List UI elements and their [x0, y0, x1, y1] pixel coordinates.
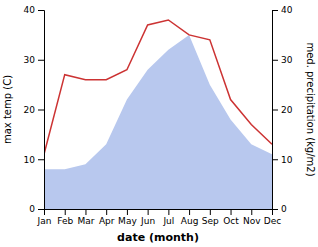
tick: Sep: [202, 209, 219, 226]
line: [44, 20, 272, 154]
tick-label: Aug: [181, 216, 199, 226]
x-axis-title: date (month): [117, 231, 199, 244]
tick-label: Feb: [57, 216, 73, 226]
tick: Apr: [99, 209, 115, 226]
tick: Oct: [223, 209, 239, 226]
tick: 40: [24, 5, 44, 15]
tick-label: Dec: [264, 216, 281, 226]
tick-label: Oct: [223, 216, 239, 226]
tick-label: 30: [281, 55, 293, 65]
tick: 20: [272, 105, 293, 115]
tick-mark: [65, 209, 66, 215]
y2-axis-title: med. precipitation (kg/m2): [305, 42, 316, 176]
x-axis: Jan Feb Mar AprMayJun Jul AugSep Oct NovDec: [37, 209, 282, 226]
tick-mark: [38, 60, 44, 61]
tick: Aug: [181, 209, 199, 226]
chart-container: JanFebMarAprMayJunJulAugSepOctNovDec0102…: [0, 0, 318, 247]
tick-label: Sep: [202, 216, 219, 226]
area: [44, 35, 272, 209]
tick-label: 0: [281, 204, 287, 214]
axis-line: [45, 210, 273, 216]
tick-mark: [38, 209, 44, 210]
tick-label: Jan: [37, 216, 52, 226]
y2-axis: 0 10 20 30 40: [272, 5, 293, 214]
tick-mark: [272, 60, 278, 61]
tick-label: 10: [281, 155, 293, 165]
tick-mark: [127, 209, 128, 215]
axis-line: [38, 11, 45, 210]
marks: [44, 20, 272, 209]
tick-mark: [38, 159, 44, 160]
tick-label: 30: [24, 55, 36, 65]
tick-mark: [85, 209, 86, 215]
tick: Jan: [37, 209, 52, 226]
tick: 40: [272, 5, 293, 15]
tick-label: Jul: [162, 216, 174, 226]
axis-line: [273, 11, 279, 210]
tick-label: Apr: [99, 216, 115, 226]
y-axis: 0 10 20 30 40: [24, 5, 45, 214]
tick-mark: [38, 110, 44, 111]
tick-label: 20: [24, 105, 36, 115]
tick-mark: [210, 209, 211, 215]
tick: Feb: [57, 209, 73, 226]
tick-mark: [189, 209, 190, 215]
tick: Jul: [162, 209, 174, 226]
tick-mark: [272, 110, 278, 111]
tick: May: [118, 209, 137, 226]
tick: Mar: [77, 209, 94, 226]
tick: Jun: [140, 209, 155, 226]
plot: JanFebMarAprMayJunJulAugSepOctNovDec0102…: [2, 5, 316, 244]
tick: 30: [272, 55, 293, 65]
tick-mark: [231, 209, 232, 215]
tick: 0: [272, 204, 287, 214]
tick: Dec: [264, 209, 281, 226]
tick: Nov: [243, 209, 261, 226]
tick: 10: [272, 155, 293, 165]
tick-mark: [251, 209, 252, 215]
tick-label: 40: [281, 5, 293, 15]
tick: 30: [24, 55, 44, 65]
tick: 10: [24, 155, 44, 165]
tick-mark: [168, 209, 169, 215]
tick-label: 10: [24, 155, 36, 165]
tick: 0: [29, 204, 44, 214]
y-axis-title: max temp (C): [2, 75, 13, 144]
tick-mark: [38, 10, 44, 11]
tick-mark: [106, 209, 107, 215]
tick-mark: [148, 209, 149, 215]
tick-label: Nov: [243, 216, 261, 226]
tick-label: 0: [29, 204, 35, 214]
tick-label: May: [118, 216, 137, 226]
tick-label: Mar: [77, 216, 94, 226]
tick-label: 40: [24, 5, 36, 15]
tick-mark: [272, 209, 278, 210]
tick-label: 20: [281, 105, 293, 115]
tick: 20: [24, 105, 44, 115]
tick-label: Jun: [140, 216, 155, 226]
chart: JanFebMarAprMayJunJulAugSepOctNovDec0102…: [0, 0, 318, 247]
tick-mark: [272, 10, 278, 11]
tick-mark: [272, 159, 278, 160]
